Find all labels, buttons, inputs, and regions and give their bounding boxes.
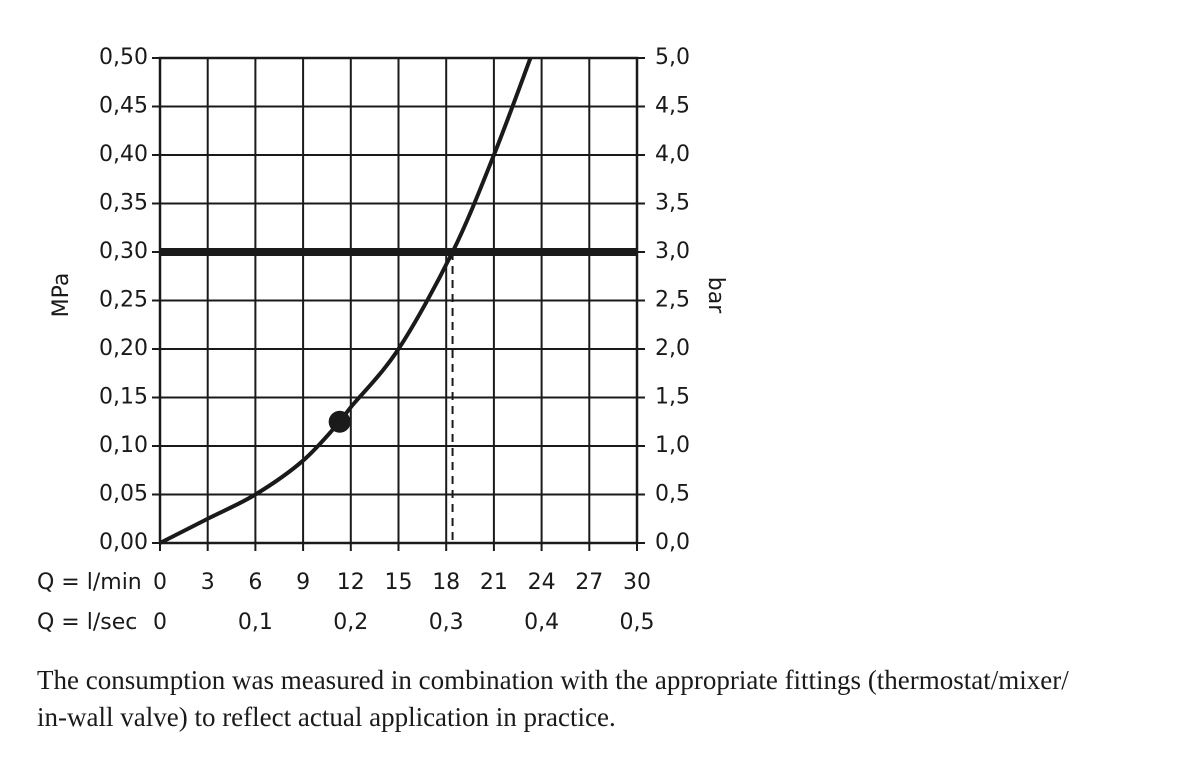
y-tick-label: 0,05 — [99, 482, 148, 507]
y-tick-label: 0,15 — [99, 385, 148, 410]
x2-tick-label: 0,3 — [429, 610, 464, 635]
y-tick-label: 0,10 — [99, 433, 148, 458]
x2-tick-label: 0,1 — [238, 610, 273, 635]
x2-tick-label: 0,4 — [524, 610, 559, 635]
x-tick-label: 18 — [432, 570, 460, 595]
y-tick-label: 0,45 — [99, 94, 148, 119]
y2-tick-label: 1,0 — [655, 433, 690, 458]
x2-tick-label: 0,2 — [333, 610, 368, 635]
x-tick-label: 3 — [201, 570, 215, 595]
y2-axis-label: bar — [703, 277, 728, 314]
x-tick-label: 30 — [623, 570, 651, 595]
y-tick-label: 0,20 — [99, 336, 148, 361]
y-tick-label: 0,50 — [99, 45, 148, 70]
y-axis-label: MPa — [49, 273, 74, 318]
y2-tick-label: 5,0 — [655, 45, 690, 70]
x-tick-label: 21 — [480, 570, 508, 595]
note: The consumption was measured in combinat… — [37, 665, 1069, 695]
y-tick-label: 0,25 — [99, 288, 148, 313]
x-tick-label: 6 — [248, 570, 262, 595]
y2-tick-label: 4,0 — [655, 142, 690, 167]
x-tick-label: 15 — [385, 570, 413, 595]
y2-tick-label: 0,0 — [655, 530, 690, 555]
x-tick-label: 27 — [575, 570, 603, 595]
curve — [159, 57, 533, 545]
y-tick-label: 0,35 — [99, 191, 148, 216]
y2-tick-label: 0,5 — [655, 482, 690, 507]
x2-tick-label: 0 — [153, 610, 167, 635]
note: in-wall valve) to reflect actual applica… — [37, 702, 616, 732]
y-tick-label: 0,30 — [99, 239, 148, 264]
y2-tick-label: 4,5 — [655, 94, 690, 119]
y-tick-label: 0,00 — [99, 530, 148, 555]
marker — [328, 410, 351, 433]
y2-tick-label: 3,0 — [655, 239, 690, 264]
x-tick-label: 12 — [337, 570, 365, 595]
x-tick-label: 9 — [296, 570, 310, 595]
x2-axis-label: Q = l/sec — [37, 610, 137, 635]
x-tick-label: 0 — [153, 570, 167, 595]
y2-tick-label: 2,5 — [655, 288, 690, 313]
x2-tick-label: 0,5 — [620, 610, 655, 635]
y-tick-label: 0,40 — [99, 142, 148, 167]
y2-tick-label: 2,0 — [655, 336, 690, 361]
y2-tick-label: 1,5 — [655, 385, 690, 410]
plot-frame — [158, 56, 639, 545]
x-axis-label: Q = l/min — [37, 570, 142, 595]
y2-tick-label: 3,5 — [655, 191, 690, 216]
x-tick-label: 24 — [528, 570, 556, 595]
